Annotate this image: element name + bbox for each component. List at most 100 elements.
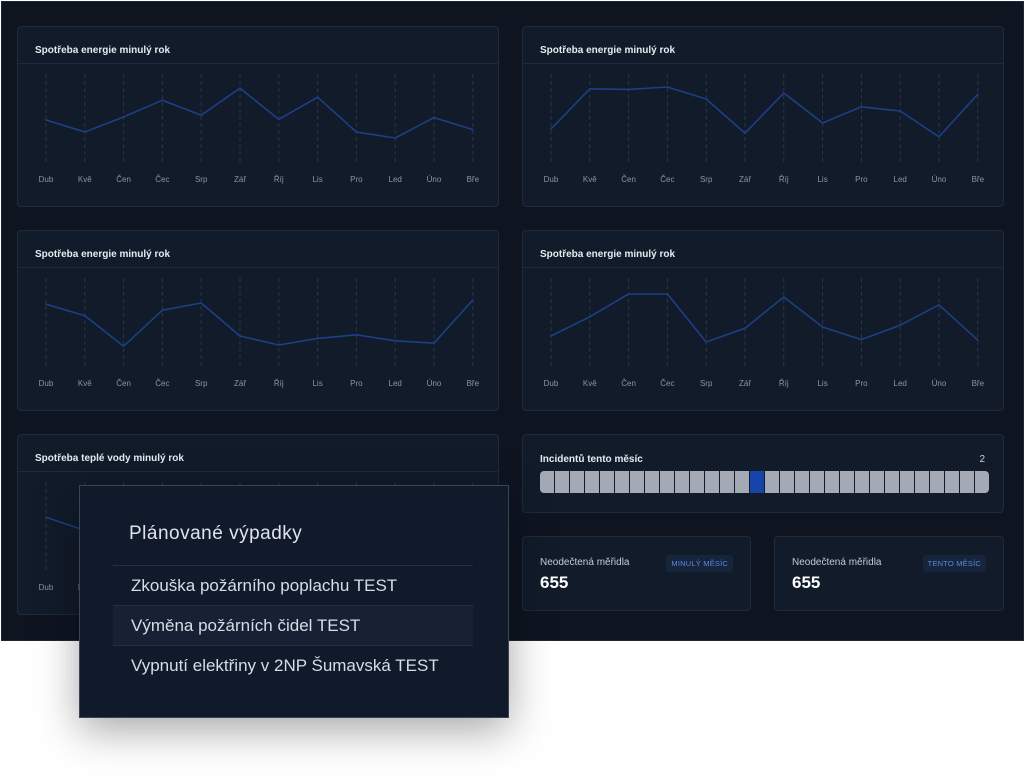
planned-outages-popup: Plánované výpadky Zkouška požárního popl…	[79, 485, 509, 718]
data-point	[860, 106, 863, 108]
x-tick-label: Led	[389, 379, 402, 388]
x-tick-label: Pro	[855, 175, 868, 184]
x-tick-label: Úno	[427, 379, 442, 388]
data-point	[550, 335, 552, 337]
data-point	[278, 118, 280, 121]
data-point	[472, 299, 474, 301]
card-title: Spotřeba energie minulý rok	[540, 45, 676, 56]
data-point	[899, 110, 901, 112]
x-tick-label: Kvě	[78, 175, 92, 184]
incident-day-segment[interactable]	[735, 471, 749, 493]
x-tick-label: Úno	[932, 379, 947, 388]
data-point	[45, 303, 47, 305]
x-tick-label: Čec	[660, 175, 674, 184]
incident-day-segment[interactable]	[975, 471, 989, 493]
incident-day-segment[interactable]	[885, 471, 899, 493]
data-point	[394, 340, 397, 342]
incident-day-segment[interactable]	[660, 471, 674, 493]
x-tick-label: Srp	[700, 379, 713, 388]
incidents-count: 2	[979, 454, 985, 465]
data-point	[433, 116, 435, 119]
data-point	[122, 116, 125, 118]
meter-value: 655	[540, 573, 569, 592]
series-line	[550, 86, 979, 138]
outage-item[interactable]: Zkouška požárního poplachu TEST	[113, 565, 473, 605]
x-tick-label: Dub	[39, 175, 54, 184]
data-point	[705, 98, 707, 100]
data-point	[316, 96, 319, 98]
incident-day-segment[interactable]	[690, 471, 704, 493]
meters-card-this-month: Neodečtená měřidla TENTO MĚSÍC 655	[774, 536, 1004, 611]
data-point	[278, 344, 280, 346]
data-point	[122, 345, 125, 347]
data-point	[84, 314, 86, 317]
x-tick-label: Říj	[274, 379, 284, 388]
data-point	[666, 293, 669, 295]
incident-day-segment[interactable]	[540, 471, 554, 493]
incident-day-segment[interactable]	[900, 471, 914, 493]
period-badge[interactable]: MINULÝ MĚSÍC	[666, 555, 733, 572]
energy-chart-card-4: Spotřeba energie minulý rok Dub Kvě Čen Čec…	[522, 230, 1004, 411]
period-badge[interactable]: TENTO MĚSÍC	[922, 555, 986, 572]
data-point	[239, 335, 241, 337]
incident-day-segment[interactable]	[645, 471, 659, 493]
energy-chart-card-3: Spotřeba energie minulý rok Dub Kvě Čen Čec…	[17, 230, 499, 411]
incident-day-segment[interactable]	[615, 471, 629, 493]
incident-day-segment[interactable]	[945, 471, 959, 493]
x-tick-label: Lis	[312, 175, 322, 184]
data-point	[589, 88, 591, 90]
data-point	[394, 137, 397, 139]
data-point	[355, 131, 358, 133]
x-tick-label: Bře	[972, 175, 985, 184]
x-tick-label: Srp	[700, 175, 713, 184]
series-line	[550, 293, 979, 343]
data-point	[550, 128, 552, 130]
data-point	[938, 136, 940, 138]
incident-day-segment[interactable]	[840, 471, 854, 493]
meters-card-last-month: Neodečtená měřidla MINULÝ MĚSÍC 655	[522, 536, 751, 611]
incident-day-segment[interactable]	[765, 471, 779, 493]
incident-day-segment[interactable]	[960, 471, 974, 493]
incident-day-segment[interactable]	[915, 471, 929, 493]
incident-day-segment[interactable]	[555, 471, 569, 493]
incident-day-segment[interactable]	[675, 471, 689, 493]
data-point	[45, 119, 47, 121]
incident-day-segment[interactable]	[705, 471, 719, 493]
incident-day-segment[interactable]	[570, 471, 584, 493]
series-line	[45, 299, 474, 347]
incident-day-segment[interactable]	[870, 471, 884, 493]
x-tick-label: Dub	[544, 379, 559, 388]
outage-item[interactable]: Výměna požárních čidel TEST	[113, 605, 473, 645]
incident-day-segment[interactable]	[720, 471, 734, 493]
incident-day-segment[interactable]	[795, 471, 809, 493]
incident-day-segment[interactable]	[810, 471, 824, 493]
energy-chart-card-2: Spotřeba energie minulý rok Dub Kvě Čen Čec…	[522, 26, 1004, 207]
incident-day-segment[interactable]	[630, 471, 644, 493]
data-point	[45, 516, 47, 518]
outage-item[interactable]: Vypnutí elektřiny v 2NP Šumavská TEST	[113, 645, 473, 685]
data-point	[821, 122, 824, 124]
data-point	[977, 93, 979, 95]
card-header: Spotřeba energie minulý rok	[523, 231, 1003, 268]
x-tick-label: Kvě	[583, 175, 597, 184]
x-tick-label: Úno	[932, 175, 947, 184]
incident-day-segment[interactable]	[600, 471, 614, 493]
x-tick-label: Úno	[427, 175, 442, 184]
data-point	[161, 99, 164, 101]
data-point	[316, 337, 319, 340]
incident-day-segment-active[interactable]	[750, 471, 764, 493]
incident-day-segment[interactable]	[930, 471, 944, 493]
data-point	[860, 338, 863, 341]
x-tick-label: Čen	[621, 379, 636, 388]
x-tick-label: Led	[894, 379, 907, 388]
data-point	[200, 114, 202, 116]
incident-day-segment[interactable]	[825, 471, 839, 493]
incident-day-segment[interactable]	[585, 471, 599, 493]
incident-day-segment[interactable]	[855, 471, 869, 493]
series-line	[45, 87, 474, 139]
incident-day-segment[interactable]	[780, 471, 794, 493]
card-header: Spotřeba energie minulý rok	[523, 27, 1003, 64]
x-tick-label: Říj	[274, 175, 284, 184]
data-point	[783, 92, 785, 94]
incident-timeline	[540, 471, 989, 493]
